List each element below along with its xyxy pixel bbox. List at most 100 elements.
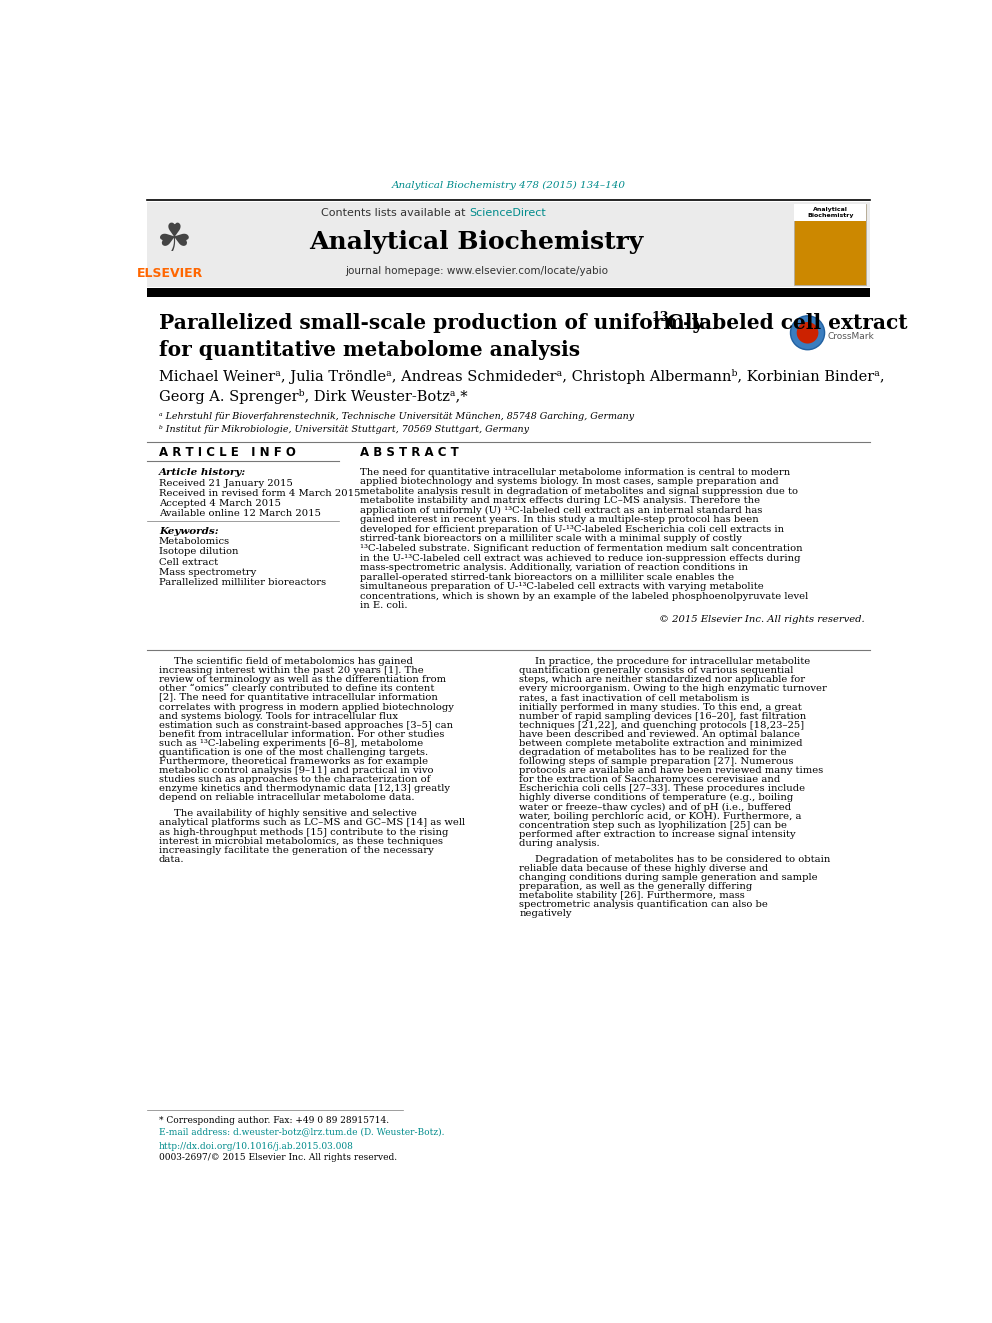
Text: ᵃ Lehrstuhl für Bioverfahrenstechnik, Technische Universität München, 85748 Garc: ᵃ Lehrstuhl für Bioverfahrenstechnik, Te… [159, 413, 634, 421]
FancyBboxPatch shape [795, 204, 866, 284]
Text: estimation such as constraint-based approaches [3–5] can: estimation such as constraint-based appr… [159, 721, 453, 730]
Text: * Corresponding author. Fax: +49 0 89 28915714.: * Corresponding author. Fax: +49 0 89 28… [159, 1117, 389, 1125]
Text: techniques [21,22], and quenching protocols [18,23–25]: techniques [21,22], and quenching protoc… [519, 721, 805, 730]
Text: steps, which are neither standardized nor applicable for: steps, which are neither standardized no… [519, 675, 806, 684]
Text: ᵇ Institut für Mikrobiologie, Universität Stuttgart, 70569 Stuttgart, Germany: ᵇ Institut für Mikrobiologie, Universitä… [159, 425, 529, 434]
Text: initially performed in many studies. To this end, a great: initially performed in many studies. To … [519, 703, 802, 712]
Text: every microorganism. Owing to the high enzymatic turnover: every microorganism. Owing to the high e… [519, 684, 827, 693]
Text: metabolite instability and matrix effects during LC–MS analysis. Therefore the: metabolite instability and matrix effect… [360, 496, 761, 505]
Text: data.: data. [159, 855, 185, 864]
Text: Isotope dilution: Isotope dilution [159, 548, 238, 557]
Text: Analytical
Biochemistry: Analytical Biochemistry [807, 208, 854, 218]
Text: during analysis.: during analysis. [519, 839, 600, 848]
Text: studies such as approaches to the characterization of: studies such as approaches to the charac… [159, 775, 431, 785]
Text: simultaneous preparation of U-¹³C-labeled cell extracts with varying metabolite: simultaneous preparation of U-¹³C-labele… [360, 582, 764, 591]
Text: spectrometric analysis quantification can also be: spectrometric analysis quantification ca… [519, 900, 768, 909]
Text: applied biotechnology and systems biology. In most cases, sample preparation and: applied biotechnology and systems biolog… [360, 478, 779, 486]
Text: metabolic control analysis [9–11] and practical in vivo: metabolic control analysis [9–11] and pr… [159, 766, 434, 775]
Bar [147, 288, 870, 296]
Text: for the extraction of Saccharomyces cerevisiae and: for the extraction of Saccharomyces cere… [519, 775, 781, 785]
Text: benefit from intracellular information. For other studies: benefit from intracellular information. … [159, 730, 444, 738]
Text: in E. coli.: in E. coli. [360, 602, 408, 610]
Text: quantification is one of the most challenging targets.: quantification is one of the most challe… [159, 747, 428, 757]
Text: metabolite stability [26]. Furthermore, mass: metabolite stability [26]. Furthermore, … [519, 892, 745, 900]
Text: such as ¹³C-labeling experiments [6–8], metabolome: such as ¹³C-labeling experiments [6–8], … [159, 738, 424, 747]
Text: in the U-¹³C-labeled cell extract was achieved to reduce ion-suppression effects: in the U-¹³C-labeled cell extract was ac… [360, 553, 801, 562]
Text: water, boiling perchloric acid, or KOH). Furthermore, a: water, boiling perchloric acid, or KOH).… [519, 811, 802, 820]
Text: [2]. The need for quantitative intracellular information: [2]. The need for quantitative intracell… [159, 693, 437, 703]
Text: Michael Weinerᵃ, Julia Tröndleᵃ, Andreas Schmidederᵃ, Christoph Albermannᵇ, Korb: Michael Weinerᵃ, Julia Tröndleᵃ, Andreas… [159, 369, 885, 384]
Text: preparation, as well as the generally differing: preparation, as well as the generally di… [519, 882, 753, 892]
Circle shape [797, 321, 818, 344]
Text: CrossMark: CrossMark [827, 332, 875, 341]
Text: Degradation of metabolites has to be considered to obtain: Degradation of metabolites has to be con… [535, 855, 830, 864]
Text: The scientific field of metabolomics has gained: The scientific field of metabolomics has… [175, 658, 414, 665]
Text: Furthermore, theoretical frameworks as for example: Furthermore, theoretical frameworks as f… [159, 757, 428, 766]
Text: developed for efficient preparation of U-¹³C-labeled Escherichia coli cell extra: developed for efficient preparation of U… [360, 525, 785, 534]
Text: Analytical Biochemistry: Analytical Biochemistry [310, 230, 644, 254]
Text: between complete metabolite extraction and minimized: between complete metabolite extraction a… [519, 738, 803, 747]
Text: In practice, the procedure for intracellular metabolite: In practice, the procedure for intracell… [535, 658, 810, 665]
Text: review of terminology as well as the differentiation from: review of terminology as well as the dif… [159, 675, 446, 684]
Text: The availability of highly sensitive and selective: The availability of highly sensitive and… [175, 810, 418, 819]
Text: gained interest in recent years. In this study a multiple-step protocol has been: gained interest in recent years. In this… [360, 516, 759, 524]
Text: 0003-2697/© 2015 Elsevier Inc. All rights reserved.: 0003-2697/© 2015 Elsevier Inc. All right… [159, 1152, 397, 1162]
Text: Metabolomics: Metabolomics [159, 537, 230, 546]
Text: Keywords:: Keywords: [159, 527, 218, 536]
Text: negatively: negatively [519, 909, 571, 918]
Text: ELSEVIER: ELSEVIER [137, 267, 203, 280]
Text: correlates with progress in modern applied biotechnology: correlates with progress in modern appli… [159, 703, 453, 712]
Text: Contents lists available at: Contents lists available at [320, 209, 469, 218]
Text: Escherichia coli cells [27–33]. These procedures include: Escherichia coli cells [27–33]. These pr… [519, 785, 806, 794]
Text: concentrations, which is shown by an example of the labeled phosphoenolpyruvate : concentrations, which is shown by an exa… [360, 591, 808, 601]
Circle shape [791, 316, 824, 349]
Text: as high-throughput methods [15] contribute to the rising: as high-throughput methods [15] contribu… [159, 828, 448, 836]
Text: concentration step such as lyophilization [25] can be: concentration step such as lyophilizatio… [519, 820, 788, 830]
Text: Parallelized small-scale production of uniformly: Parallelized small-scale production of u… [159, 312, 711, 333]
Text: highly diverse conditions of temperature (e.g., boiling: highly diverse conditions of temperature… [519, 794, 794, 803]
Text: ¹³C-labeled substrate. Significant reduction of fermentation medium salt concent: ¹³C-labeled substrate. Significant reduc… [360, 544, 803, 553]
Bar [795, 204, 866, 221]
Text: and systems biology. Tools for intracellular flux: and systems biology. Tools for intracell… [159, 712, 398, 721]
Text: performed after extraction to increase signal intensity: performed after extraction to increase s… [519, 830, 796, 839]
Text: Parallelized milliliter bioreactors: Parallelized milliliter bioreactors [159, 578, 326, 587]
Text: depend on reliable intracellular metabolome data.: depend on reliable intracellular metabol… [159, 794, 415, 802]
Text: 13: 13 [651, 311, 669, 324]
Text: Received 21 January 2015: Received 21 January 2015 [159, 479, 293, 488]
Text: have been described and reviewed. An optimal balance: have been described and reviewed. An opt… [519, 730, 801, 738]
Text: water or freeze–thaw cycles) and of pH (i.e., buffered: water or freeze–thaw cycles) and of pH (… [519, 802, 792, 811]
Text: enzyme kinetics and thermodynamic data [12,13] greatly: enzyme kinetics and thermodynamic data [… [159, 785, 450, 794]
Text: analytical platforms such as LC–MS and GC–MS [14] as well: analytical platforms such as LC–MS and G… [159, 819, 465, 827]
Text: A R T I C L E   I N F O: A R T I C L E I N F O [159, 446, 296, 459]
Text: Georg A. Sprengerᵇ, Dirk Weuster-Botzᵃ,*: Georg A. Sprengerᵇ, Dirk Weuster-Botzᵃ,* [159, 389, 467, 405]
Text: other “omics” clearly contributed to define its content: other “omics” clearly contributed to def… [159, 684, 434, 693]
Text: E-mail address: d.weuster-botz@lrz.tum.de (D. Weuster-Botz).: E-mail address: d.weuster-botz@lrz.tum.d… [159, 1127, 444, 1135]
Text: interest in microbial metabolomics, as these techniques: interest in microbial metabolomics, as t… [159, 836, 442, 845]
Text: rates, a fast inactivation of cell metabolism is: rates, a fast inactivation of cell metab… [519, 693, 750, 703]
Text: metabolite analysis result in degradation of metabolites and signal suppression : metabolite analysis result in degradatio… [360, 487, 799, 496]
Text: for quantitative metabolome analysis: for quantitative metabolome analysis [159, 340, 580, 360]
Text: stirred-tank bioreactors on a milliliter scale with a minimal supply of costly: stirred-tank bioreactors on a milliliter… [360, 534, 742, 544]
Text: http://dx.doi.org/10.1016/j.ab.2015.03.008: http://dx.doi.org/10.1016/j.ab.2015.03.0… [159, 1142, 354, 1151]
Text: C-labeled cell extract: C-labeled cell extract [667, 312, 907, 333]
Text: journal homepage: www.elsevier.com/locate/yabio: journal homepage: www.elsevier.com/locat… [345, 266, 608, 277]
Text: following steps of sample preparation [27]. Numerous: following steps of sample preparation [2… [519, 757, 794, 766]
Text: Received in revised form 4 March 2015: Received in revised form 4 March 2015 [159, 490, 360, 497]
Text: The need for quantitative intracellular metabolome information is central to mod: The need for quantitative intracellular … [360, 467, 791, 476]
Text: increasing interest within the past 20 years [1]. The: increasing interest within the past 20 y… [159, 667, 424, 675]
FancyBboxPatch shape [147, 202, 870, 287]
Text: Available online 12 March 2015: Available online 12 March 2015 [159, 509, 320, 519]
Text: parallel-operated stirred-tank bioreactors on a milliliter scale enables the: parallel-operated stirred-tank bioreacto… [360, 573, 734, 582]
Text: Article history:: Article history: [159, 467, 246, 476]
Text: quantification generally consists of various sequential: quantification generally consists of var… [519, 667, 794, 675]
Text: reliable data because of these highly diverse and: reliable data because of these highly di… [519, 864, 769, 873]
Text: Analytical Biochemistry 478 (2015) 134–140: Analytical Biochemistry 478 (2015) 134–1… [392, 181, 625, 191]
Text: Accepted 4 March 2015: Accepted 4 March 2015 [159, 499, 281, 508]
Text: A B S T R A C T: A B S T R A C T [360, 446, 459, 459]
Text: number of rapid sampling devices [16–20], fast filtration: number of rapid sampling devices [16–20]… [519, 712, 806, 721]
Text: increasingly facilitate the generation of the necessary: increasingly facilitate the generation o… [159, 845, 434, 855]
Text: mass-spectrometric analysis. Additionally, variation of reaction conditions in: mass-spectrometric analysis. Additionall… [360, 564, 748, 572]
Text: ☘: ☘ [157, 221, 191, 258]
Text: degradation of metabolites has to be realized for the: degradation of metabolites has to be rea… [519, 747, 787, 757]
Text: ScienceDirect: ScienceDirect [469, 209, 546, 218]
